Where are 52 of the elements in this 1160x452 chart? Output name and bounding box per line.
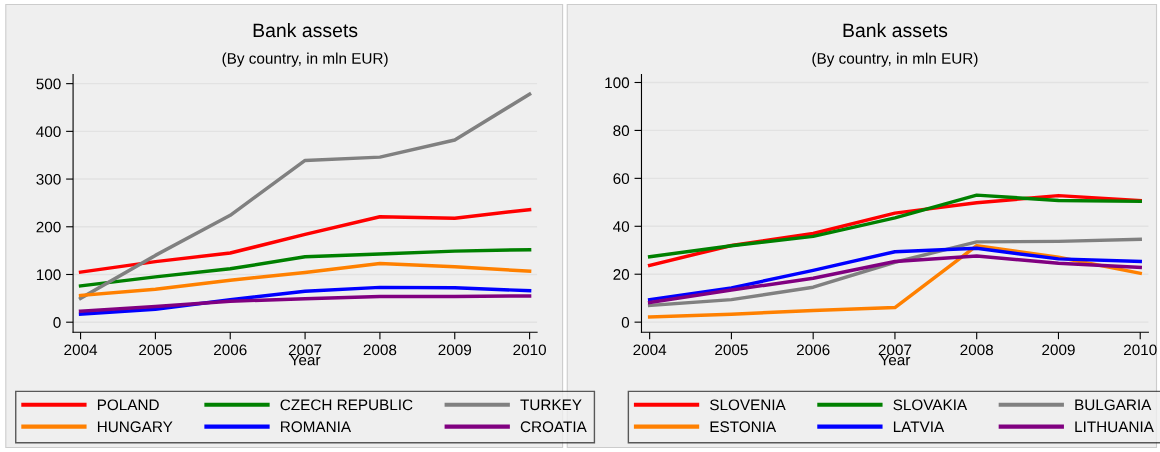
line-series — [78, 261, 532, 298]
x-tick-label: 2008 — [960, 344, 994, 356]
x-tick-label: 2007 — [878, 344, 912, 356]
y-tick-label: 80 — [613, 125, 630, 137]
chart-title: Bank assets — [843, 22, 948, 38]
x-tick-label: 2010 — [513, 344, 546, 356]
y-tick-label: 200 — [36, 221, 61, 233]
x-tick-label: 2010 — [1124, 344, 1157, 356]
line-series — [647, 237, 1142, 308]
line-series — [78, 92, 532, 301]
y-tick-label: 0 — [621, 317, 630, 328]
legend-label: ROMANIA — [281, 421, 352, 433]
y-tick-label: 60 — [613, 173, 630, 185]
y-tick-label: 300 — [36, 173, 61, 185]
legend-label: LITHUANIA — [1075, 421, 1154, 433]
x-tick-label: 2009 — [438, 344, 472, 356]
legend-label: LATVIA — [893, 421, 945, 432]
line-series — [78, 294, 532, 313]
y-tick-label: 500 — [36, 78, 61, 90]
x-tick-label: 2005 — [139, 344, 172, 356]
chart-title: Bank assets — [253, 22, 358, 38]
chart-subtitle: (By country, in mln EUR) — [812, 52, 978, 67]
legend-label: SLOVAKIA — [893, 399, 968, 411]
y-tick-label: 0 — [53, 317, 61, 328]
y-tick-label: 100 — [605, 77, 630, 89]
legend-label: BULGARIA — [1075, 399, 1152, 411]
x-tick-label: 2007 — [288, 344, 322, 356]
line-series — [647, 246, 1142, 302]
x-tick-label: 2006 — [214, 344, 247, 356]
legend-label: TURKEY — [520, 399, 582, 411]
x-axis-title: Year — [289, 354, 321, 366]
line-series — [647, 254, 1142, 305]
x-tick-label: 2005 — [715, 344, 748, 356]
legend-label: HUNGARY — [97, 421, 173, 433]
y-tick-label: 40 — [613, 221, 630, 232]
legend-label: SLOVENIA — [710, 399, 786, 411]
x-tick-label: 2004 — [64, 344, 98, 356]
line-series — [78, 247, 532, 288]
legend-label: CROATIA — [520, 421, 587, 433]
x-tick-label: 2009 — [1042, 344, 1075, 356]
y-tick-label: 20 — [613, 269, 630, 280]
x-tick-label: 2004 — [633, 344, 667, 356]
legend-label: POLAND — [97, 399, 159, 411]
x-tick-label: 2008 — [363, 344, 397, 356]
x-tick-label: 2006 — [796, 344, 830, 356]
y-tick-label: 400 — [36, 126, 61, 138]
x-axis-title: Year — [879, 354, 911, 366]
legend-label: ESTONIA — [710, 421, 777, 433]
y-tick-label: 100 — [36, 269, 61, 281]
chart-subtitle: (By country, in mln EUR) — [222, 52, 388, 67]
legend-label: CZECH REPUBLIC — [280, 399, 413, 411]
line-series — [78, 207, 532, 274]
